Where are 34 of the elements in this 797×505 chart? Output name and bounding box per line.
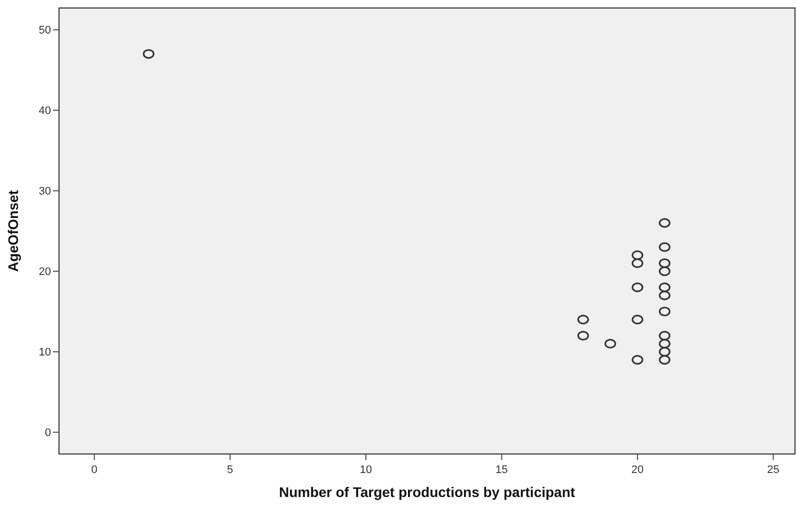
point [604,338,616,349]
y-tick-label: 0 [44,427,51,440]
point [658,338,670,349]
y-tick-label: 10 [38,346,51,359]
point [658,330,670,340]
point [658,290,670,300]
point [658,218,670,228]
x-tick-label: 20 [631,464,644,476]
x-tick-label: 25 [767,464,780,476]
point [658,266,670,276]
point [632,282,644,292]
y-tick-label: 40 [38,105,51,118]
x-tick-label: 0 [91,464,98,476]
point [632,314,644,324]
point [142,49,154,59]
x-tick-label: 5 [227,464,234,476]
point [632,258,644,268]
x-tick-label: 10 [360,464,372,476]
point [658,258,670,268]
point [632,250,644,260]
point [658,306,670,316]
point [658,242,670,252]
x-axis-title: Number of Target productions by participant [278,484,576,500]
y-tick-label: 20 [38,266,51,278]
y-tick-label: 30 [38,186,51,198]
x-tick-label: 15 [496,464,508,476]
point [658,282,670,292]
y-tick-label: 50 [38,24,51,37]
point [658,346,670,357]
point [632,355,644,365]
y-axis-title: AgeOfOnset [5,190,21,272]
point [577,314,589,324]
point [577,330,589,340]
point [658,355,670,365]
